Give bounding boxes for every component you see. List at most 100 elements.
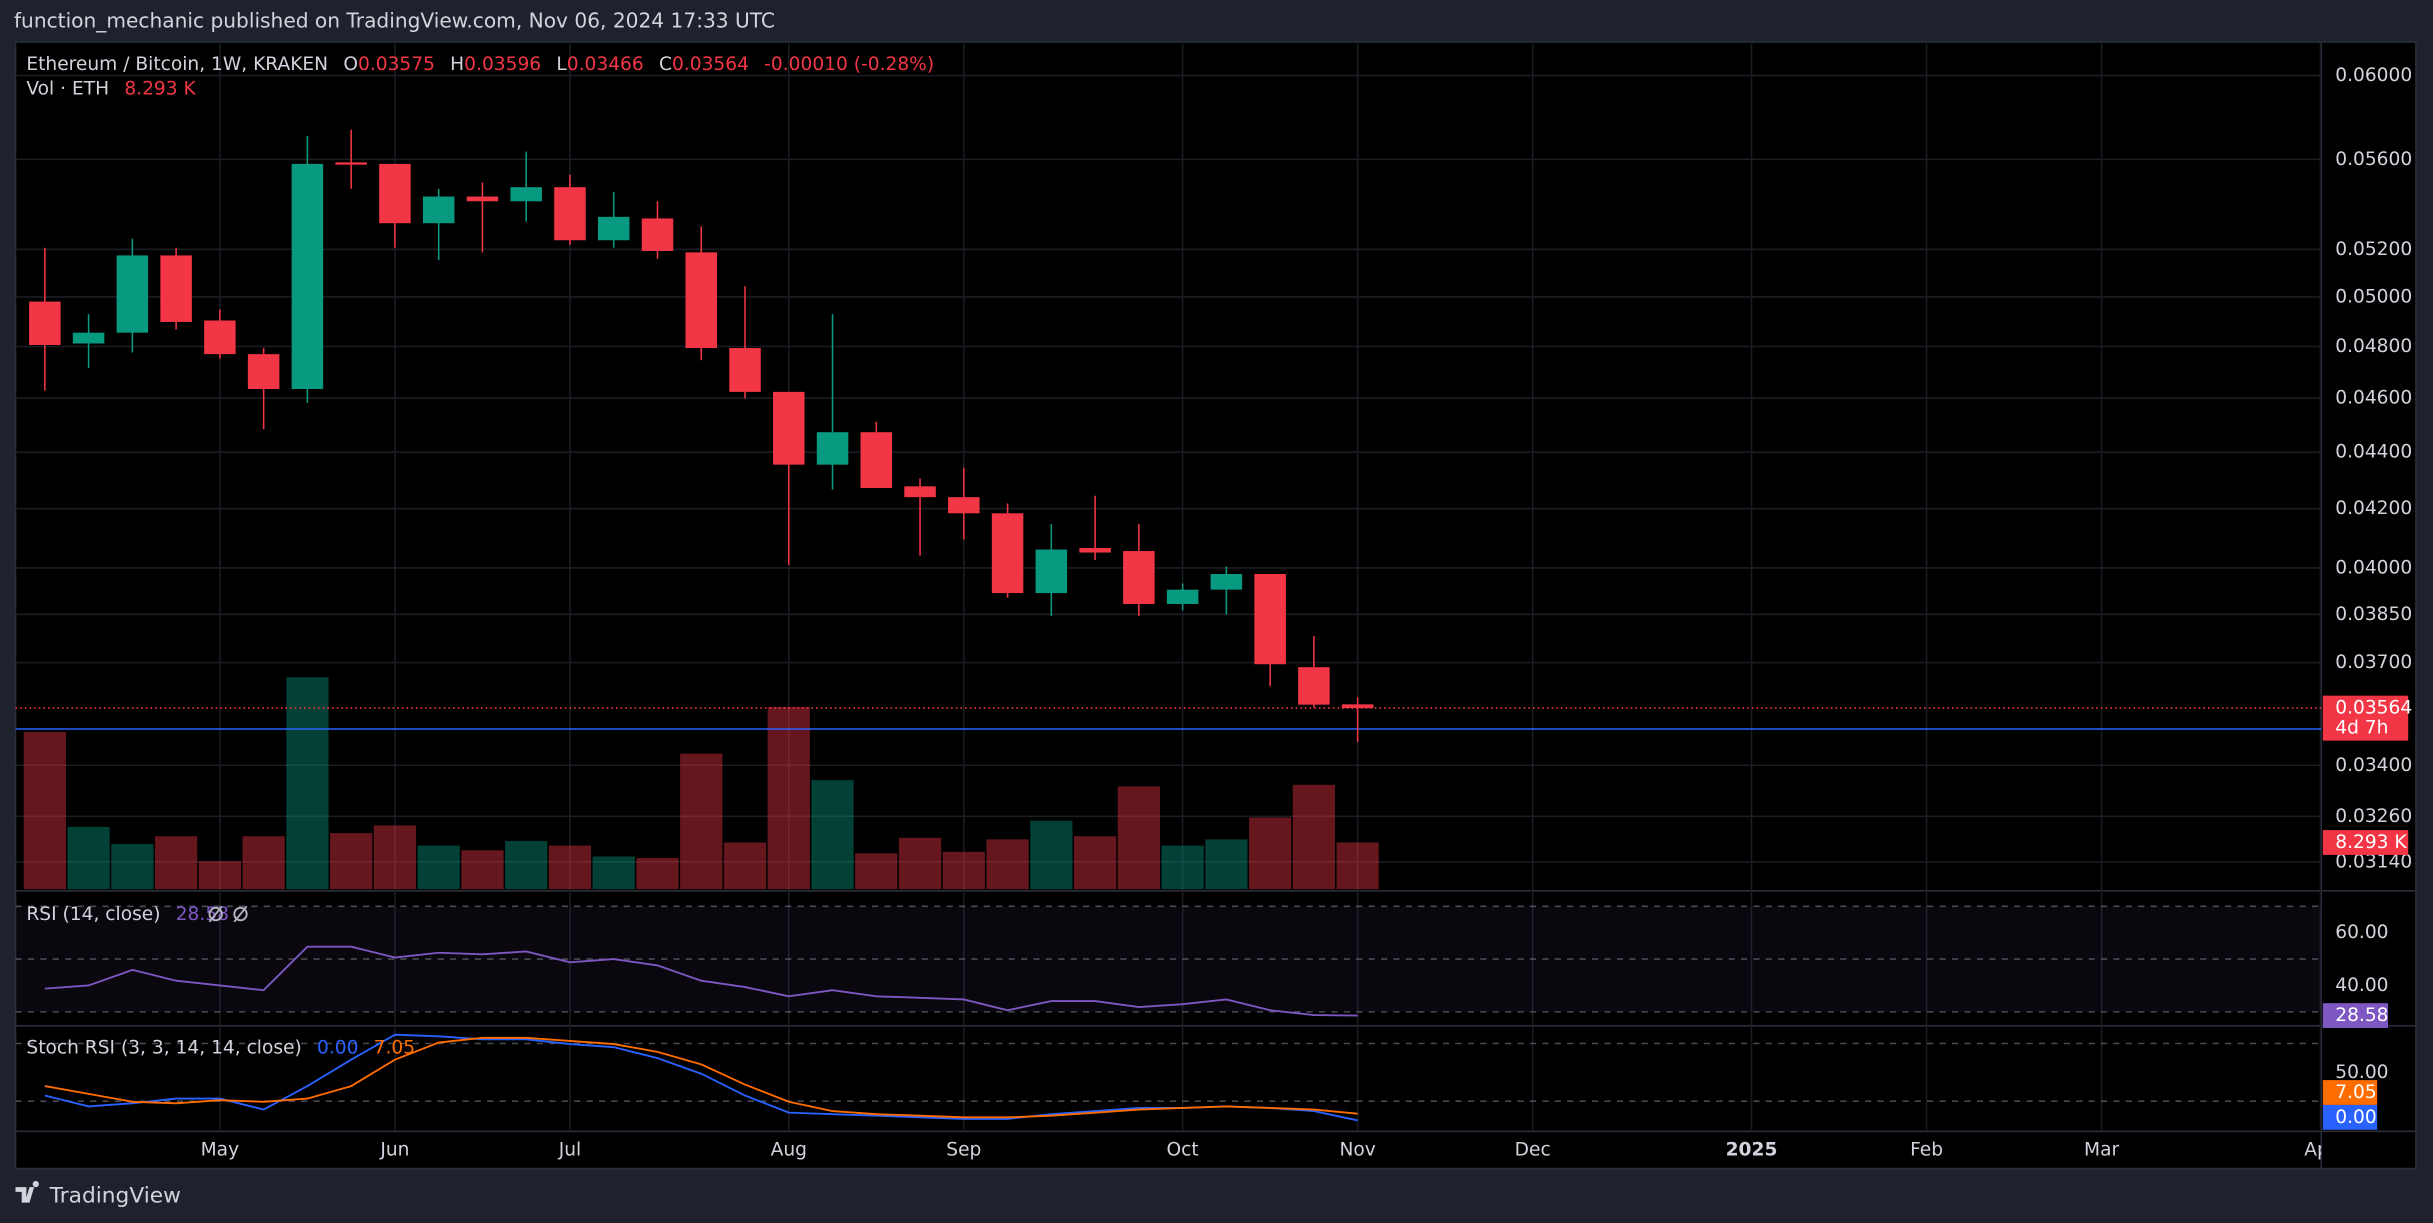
candle-body	[466, 196, 499, 202]
volume-bar	[417, 845, 460, 890]
rsi-name: RSI (14, close)	[26, 904, 160, 925]
x-tick-label: Mar	[2084, 1139, 2119, 1160]
candle-body	[72, 332, 105, 344]
candle-body	[1210, 574, 1243, 590]
rsi-tick-label: 60.00	[2335, 922, 2388, 943]
volume-bar	[986, 839, 1029, 890]
y-tick-label: 0.04200	[2335, 498, 2412, 519]
volume-bar	[242, 836, 285, 890]
candle-body	[554, 187, 586, 241]
y-tick-label: 0.03700	[2335, 652, 2412, 673]
x-tick-label: Aug	[771, 1139, 807, 1160]
y-tick-label: 0.03260	[2335, 806, 2412, 827]
change: -0.00010 (-0.28%)	[764, 53, 934, 74]
candle-body	[685, 252, 718, 349]
open-value: 0.03575	[358, 53, 435, 74]
time-axis: May Jun Jul Aug Sep Oct Nov Dec 2025 Feb Mar Apr	[201, 1139, 2337, 1160]
candle-body	[379, 163, 411, 224]
volume-bar	[1292, 784, 1336, 890]
volume-bar	[23, 731, 66, 890]
rsi-icons	[208, 905, 248, 923]
candle-body	[1166, 589, 1199, 604]
y-tick-label: 0.05000	[2335, 286, 2412, 307]
volume-bar	[1161, 845, 1204, 890]
icon	[208, 906, 223, 922]
volume-badge-value: 8.293 K	[2335, 832, 2407, 853]
candle-body	[1079, 548, 1111, 553]
volume-bar	[1205, 839, 1248, 890]
volume-bar	[67, 826, 110, 890]
high-value: 0.03596	[464, 53, 541, 74]
y-tick-label: 0.06000	[2335, 65, 2412, 86]
stoch-badge	[2322, 1104, 2378, 1130]
candle-body	[204, 320, 236, 355]
ohlc-label: L	[556, 53, 567, 74]
x-tick-label: 2025	[1726, 1139, 1778, 1160]
stoch-line	[44, 1033, 1358, 1122]
volume-bar	[767, 706, 810, 890]
candle-body	[335, 162, 367, 165]
chart-area	[14, 41, 2417, 1170]
stoch-line	[44, 1036, 1358, 1119]
candle-body	[597, 216, 630, 241]
overlay-layer: Ethereum / Bitcoin, 1W, KRAKEN O0.03575 …	[26, 53, 934, 1058]
x-tick-label: Oct	[1167, 1139, 1199, 1160]
y-tick-label: 0.04000	[2335, 557, 2412, 578]
candle-body	[1341, 704, 1374, 709]
stoch-name: Stoch RSI (3, 3, 14, 14, close)	[26, 1037, 301, 1058]
volume-bar	[723, 842, 767, 890]
volume-bar	[1073, 836, 1117, 890]
x-tick-label: Apr	[2304, 1139, 2337, 1160]
volume-bar	[155, 836, 198, 890]
volume-name: Vol · ETH	[26, 78, 109, 99]
volume-bar	[198, 861, 241, 890]
x-tick-label: Feb	[1910, 1139, 1943, 1160]
candle-body	[948, 497, 980, 514]
volume-bar	[505, 840, 548, 890]
x-tick-label: Jun	[379, 1139, 409, 1160]
ohlc-label: O	[343, 53, 358, 74]
volume-bar	[898, 837, 942, 890]
volume-value: 8.293 K	[124, 78, 196, 99]
volume-bar	[373, 825, 417, 890]
volume-bar	[1117, 786, 1160, 890]
icon	[233, 905, 248, 923]
price-pane	[15, 129, 2322, 890]
candle-body	[1254, 574, 1286, 665]
price-badge-value: 0.03564	[2335, 698, 2412, 719]
candle-body	[729, 348, 761, 392]
y-tick-label: 0.05600	[2335, 149, 2412, 170]
rsi-value: 28.58	[176, 904, 229, 925]
x-tick-label: Sep	[946, 1139, 981, 1160]
candle-body	[160, 255, 192, 322]
volume-bar	[1030, 820, 1073, 890]
volume-bar	[942, 851, 985, 890]
price-badge	[2322, 695, 2409, 741]
x-tick-label: Nov	[1340, 1139, 1376, 1160]
low-value: 0.03466	[567, 53, 644, 74]
volume-bar	[811, 780, 854, 890]
stoch-tick-label: 50.00	[2335, 1062, 2388, 1083]
candle-body	[29, 301, 61, 346]
volume-bar	[636, 858, 679, 890]
stoch-badge-value: 0.00	[2335, 1107, 2376, 1128]
candle-body	[1298, 667, 1330, 705]
rsi-badge-value: 28.58	[2335, 1005, 2388, 1026]
x-tick-label: Dec	[1515, 1139, 1551, 1160]
candle-body	[816, 432, 849, 465]
y-tick-label: 0.04400	[2335, 442, 2412, 463]
y-tick-label: 0.03400	[2335, 755, 2412, 776]
volume-bar	[548, 845, 592, 890]
volume-badge	[2322, 830, 2409, 855]
x-tick-label: Jul	[558, 1139, 581, 1160]
volume-bar	[855, 853, 898, 890]
stoch-k-value: 0.00	[317, 1037, 358, 1058]
rsi-tick-label: 40.00	[2335, 975, 2388, 996]
volume-bar	[680, 753, 723, 890]
y-tick-label: 0.03850	[2335, 604, 2412, 625]
stoch-badge	[2322, 1080, 2378, 1105]
stoch-badge-value: 7.05	[2335, 1082, 2376, 1103]
candle-body	[291, 163, 324, 389]
rsi-band	[15, 906, 2322, 1012]
